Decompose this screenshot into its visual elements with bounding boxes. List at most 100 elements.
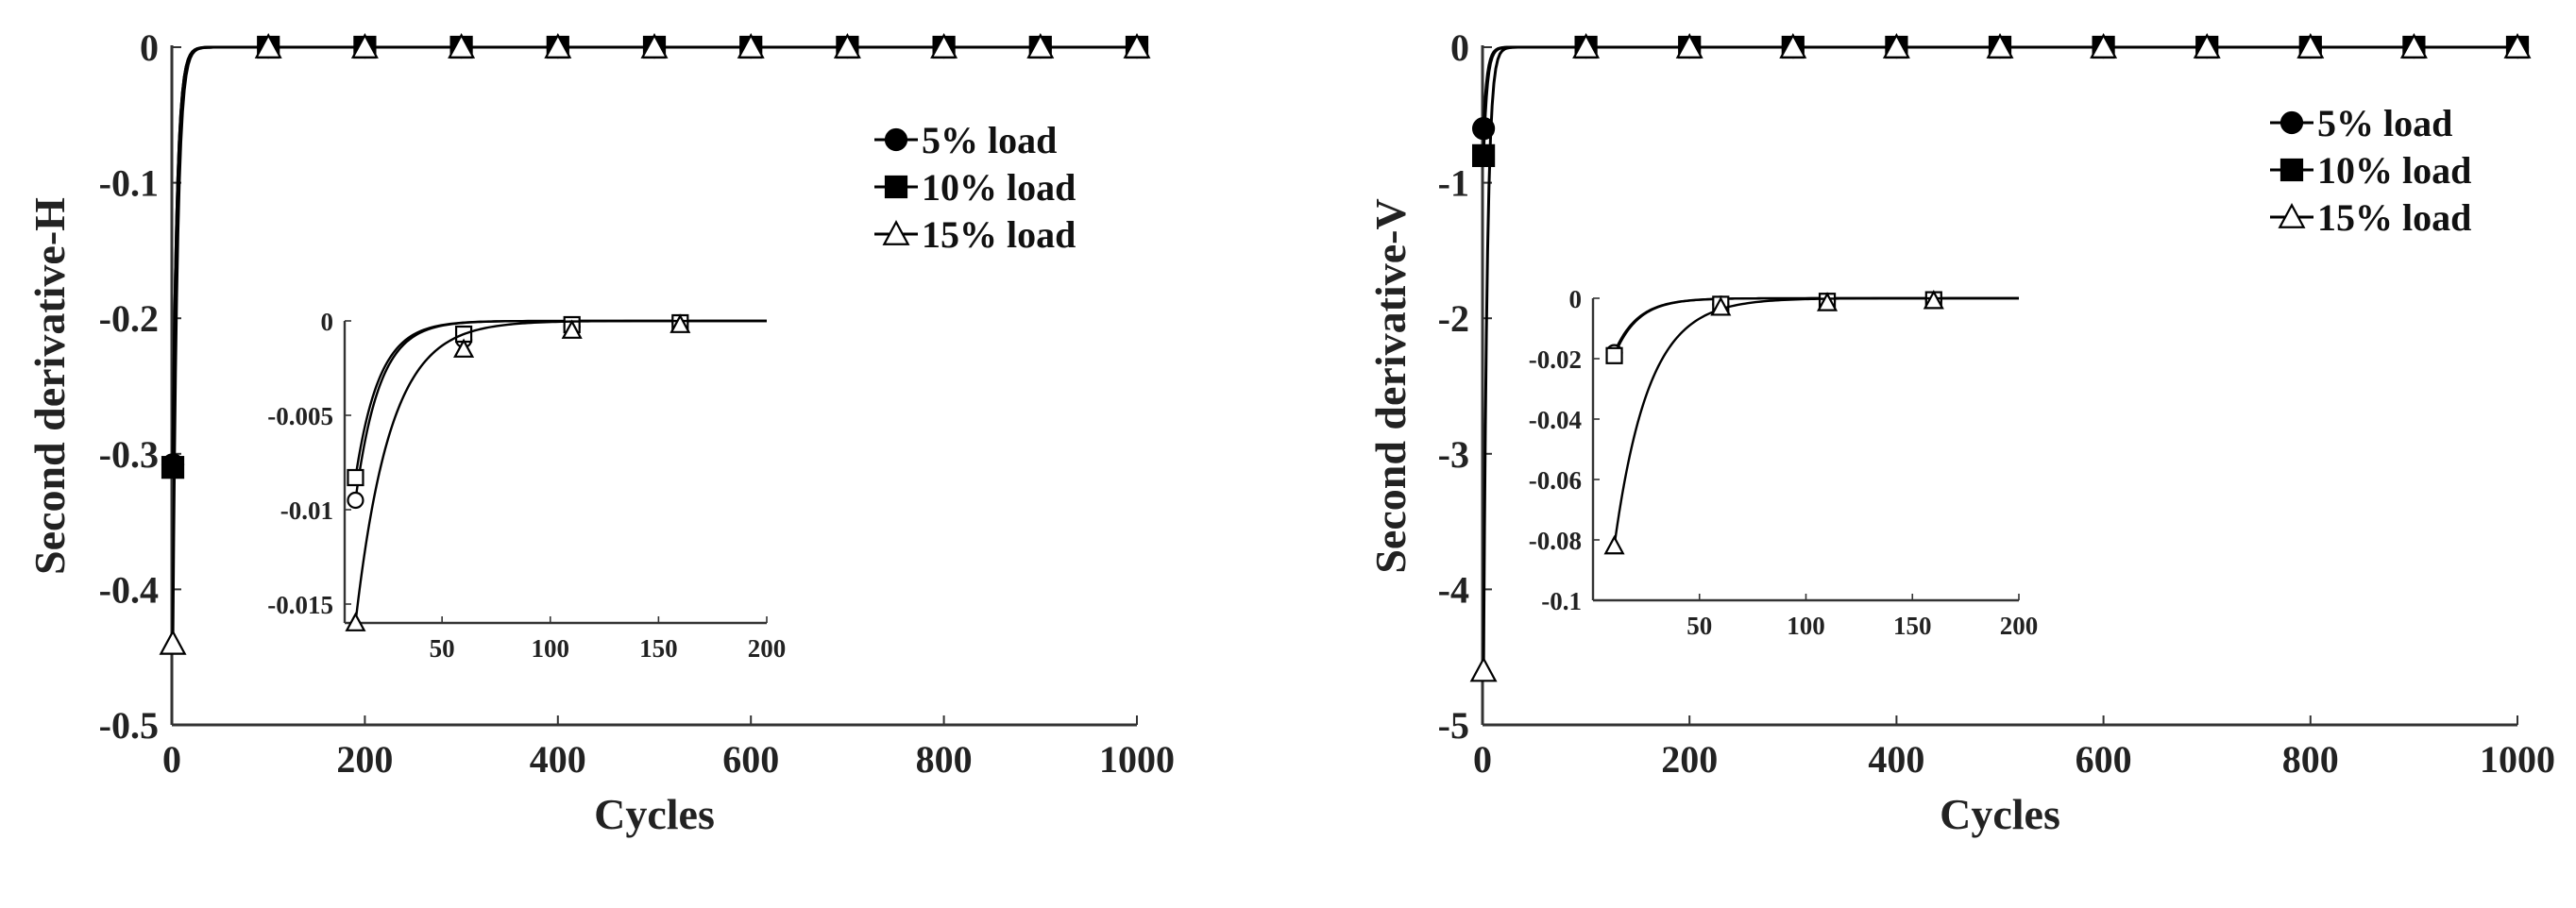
inset-y-tick-label: 0	[1569, 285, 1583, 313]
y-tick-label: -0.3	[99, 433, 159, 476]
data-point	[254, 33, 282, 59]
data-point	[159, 629, 187, 655]
inset-data-point	[669, 313, 691, 333]
inset-y-tick-label: 0	[321, 308, 334, 336]
y-tick-label: -0.1	[99, 162, 159, 205]
y-tick-label: -4	[1438, 568, 1469, 611]
data-point	[1882, 33, 1910, 59]
data-point	[1779, 33, 1807, 59]
legend-label: 15% load	[922, 213, 1076, 256]
y-tick-label: -1	[1438, 162, 1469, 205]
data-point	[2503, 33, 2532, 59]
legend-marker	[2278, 203, 2306, 228]
inset-y-tick-label: -0.015	[267, 591, 333, 619]
data-point	[1986, 33, 2014, 59]
inset-x-tick-label: 50	[430, 634, 455, 663]
data-point	[161, 456, 185, 479]
series-line	[1482, 45, 2517, 671]
x-tick-label: 400	[1868, 738, 1924, 781]
inset-x-tick-label: 100	[532, 634, 570, 663]
inset-series-2	[1605, 291, 2019, 364]
y-tick-label: -2	[1438, 297, 1469, 340]
inset-series-line	[354, 319, 767, 624]
inset-y-tick-label: -0.1	[1541, 587, 1582, 615]
inset-series-2	[347, 313, 767, 487]
data-point	[2193, 33, 2221, 59]
data-point	[833, 33, 861, 59]
inset-series-3	[1603, 290, 2019, 555]
data-point	[2296, 33, 2325, 59]
inset-data-point	[347, 491, 364, 510]
x-tick-label: 600	[722, 738, 779, 781]
data-point	[737, 33, 765, 59]
inset-series-line	[1613, 296, 2019, 357]
data-point	[544, 33, 572, 59]
inset-data-point	[347, 468, 364, 487]
x-tick-label: 600	[2076, 738, 2132, 781]
y-tick-label: -0.4	[99, 568, 159, 611]
inset-chart: 0 -0.005 -0.01 -0.015 50 100 150 200	[267, 308, 786, 663]
data-point	[350, 33, 379, 59]
data-point	[1572, 33, 1601, 59]
series-3	[1469, 33, 2532, 682]
legend-marker	[884, 127, 908, 152]
chart-panel-1: 0-0.1-0.2-0.3-0.4-0.50 200 400 600 800 1000Cy…	[25, 26, 1175, 838]
inset-series-line	[1613, 296, 2019, 354]
data-point	[2399, 33, 2428, 59]
data-point	[1026, 33, 1055, 59]
legend-marker	[882, 220, 910, 245]
inset-series-3	[345, 313, 767, 631]
legend-marker	[2279, 110, 2304, 135]
chart-panel-2: 0-1-2-3-4-50 200 400 600 800 1000CyclesSecond…	[1366, 26, 2555, 838]
x-tick-label: 200	[1661, 738, 1718, 781]
inset-x-tick-label: 50	[1686, 612, 1712, 640]
legend-label: 15% load	[2317, 196, 2471, 239]
inset-x-tick-label: 150	[1893, 612, 1932, 640]
inset-y-tick-label: -0.01	[280, 496, 333, 525]
inset-y-tick-label: -0.06	[1529, 466, 1582, 495]
inset-data-point	[561, 319, 583, 339]
y-axis-label: Second derivative-V	[1366, 198, 1415, 573]
legend-marker	[884, 175, 908, 199]
x-tick-label: 0	[1473, 738, 1492, 781]
inset-series-line	[354, 319, 767, 501]
legend-label: 5% load	[922, 119, 1057, 161]
inset-data-point	[345, 612, 366, 631]
data-point	[1469, 656, 1498, 682]
inset-series-line	[1613, 296, 2019, 546]
inset-x-tick-label: 150	[639, 634, 678, 663]
inset-y-tick-label: -0.04	[1529, 406, 1582, 434]
x-axis-label: Cycles	[1940, 790, 2060, 838]
data-point	[1675, 33, 1703, 59]
data-point	[1123, 33, 1151, 59]
inset-x-tick-label: 200	[748, 634, 787, 663]
x-tick-label: 1000	[2480, 738, 2555, 781]
legend-label: 5% load	[2317, 102, 2452, 144]
series-3	[159, 33, 1151, 655]
legend-marker	[2279, 158, 2304, 182]
inset-x-tick-label: 200	[2000, 612, 2039, 640]
inset-series-1	[347, 313, 767, 510]
y-tick-label: 0	[140, 26, 159, 69]
legend-label: 10% load	[922, 166, 1076, 209]
inset-chart: 0 -0.02 -0.04 -0.06 -0.08 -0.1 50 100 150 200	[1529, 285, 2039, 640]
inset-data-point	[1710, 296, 1732, 316]
inset-data-point	[1603, 534, 1625, 555]
inset-data-point	[1605, 346, 1623, 364]
inset-data-point	[1817, 292, 1839, 311]
y-tick-label: -0.2	[99, 297, 159, 340]
y-tick-label: -5	[1438, 704, 1469, 747]
data-point	[2090, 33, 2118, 59]
series-line	[171, 45, 1137, 644]
inset-series-line	[354, 319, 767, 479]
x-axis-label: Cycles	[594, 790, 715, 838]
y-tick-label: -3	[1438, 433, 1469, 476]
x-tick-label: 200	[336, 738, 393, 781]
x-tick-label: 800	[2282, 738, 2339, 781]
x-tick-label: 1000	[1099, 738, 1175, 781]
y-tick-label: -0.5	[99, 704, 159, 747]
inset-data-point	[1923, 290, 1944, 310]
